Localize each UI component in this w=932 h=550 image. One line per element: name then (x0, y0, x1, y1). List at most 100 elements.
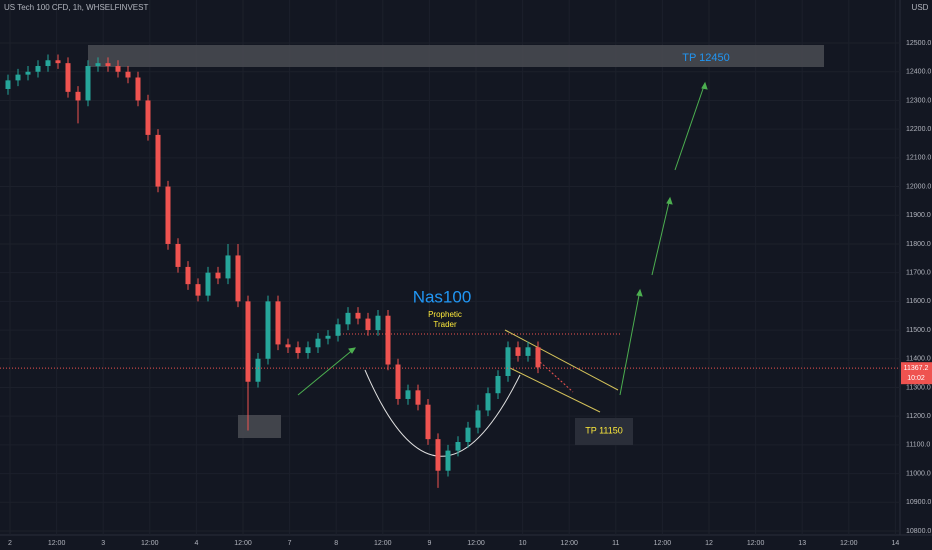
candle-body (425, 404, 431, 440)
candle-body (245, 301, 251, 382)
candle-body (485, 393, 491, 411)
annotation: TP 12450 (682, 52, 730, 64)
y-tick-label: 11400.0 (906, 356, 931, 363)
grid (0, 0, 900, 535)
candle-body (505, 347, 511, 376)
candle-body (365, 318, 371, 331)
candle-body (375, 315, 381, 331)
candle-body (475, 410, 481, 428)
candle-body (325, 335, 331, 339)
x-tick-label: 12:00 (141, 540, 159, 547)
candle-body (535, 347, 541, 368)
y-tick-label: 11300.0 (906, 384, 931, 391)
candle-body (215, 272, 221, 279)
x-tick-label: 2 (8, 540, 12, 547)
zone-box (88, 45, 824, 67)
x-tick-label: 4 (194, 540, 198, 547)
x-tick-label: 7 (288, 540, 292, 547)
y-tick-label: 12100.0 (906, 155, 931, 162)
y-tick-label: 10900.0 (906, 499, 931, 506)
x-tick-label: 14 (892, 540, 900, 547)
candle-body (165, 186, 171, 244)
y-tick-label: 11600.0 (906, 298, 931, 305)
candle-body (455, 442, 461, 451)
candle-body (415, 390, 421, 405)
x-tick-label: 3 (101, 540, 105, 547)
price-label: 11367.2 (904, 365, 929, 372)
candle-body (95, 63, 101, 67)
arrows (297, 81, 708, 396)
candle-body (55, 60, 61, 64)
candle-body (85, 66, 91, 101)
y-tick-label: 11800.0 (906, 241, 931, 248)
y-tick-label: 12400.0 (906, 69, 931, 76)
y-tick-label: 11700.0 (906, 270, 931, 277)
candle-body (515, 347, 521, 356)
x-tick-label: 12:00 (840, 540, 858, 547)
price-tag (901, 362, 932, 385)
candle-body (405, 390, 411, 399)
annotation: Nas100 (413, 287, 472, 306)
x-tick-label: 12:00 (654, 540, 672, 547)
candle-body (185, 266, 191, 285)
x-tick-label: 13 (798, 540, 806, 547)
candle-body (345, 312, 351, 325)
x-tick-label: 9 (427, 540, 431, 547)
y-tick-label: 11200.0 (906, 413, 931, 420)
candle-body (255, 358, 261, 382)
candle-body (65, 63, 71, 92)
candle-body (135, 77, 141, 101)
x-tick-label: 10 (519, 540, 527, 547)
x-tick-label: 12:00 (747, 540, 765, 547)
candle-body (525, 347, 531, 356)
y-tick-label: 11100.0 (906, 442, 930, 449)
candles (5, 54, 541, 488)
candle-body (495, 375, 501, 394)
candle-body (75, 91, 81, 101)
countdown: 10:02 (907, 375, 925, 382)
candle-body (115, 66, 121, 72)
candle-body (15, 74, 21, 81)
y-tick-label: 10800.0 (906, 528, 931, 535)
candle-body (105, 63, 111, 67)
y-tick-label: 11900.0 (906, 212, 931, 219)
candle-body (35, 66, 41, 72)
candle-body (195, 284, 201, 296)
x-tick-label: 11 (612, 540, 619, 547)
candle-body (25, 71, 31, 75)
candle-body (155, 134, 161, 187)
y-tick-label: 11500.0 (906, 327, 931, 334)
x-tick-label: 12 (705, 540, 713, 547)
candle-body (125, 71, 131, 78)
candle-body (145, 100, 151, 135)
candle-body (5, 80, 11, 89)
currency: USD (912, 3, 929, 12)
x-tick-label: 8 (334, 540, 338, 547)
candle-body (45, 60, 51, 67)
chart-title: US Tech 100 CFD, 1h, WHSELFINVEST (4, 3, 148, 12)
candle-body (265, 301, 271, 359)
candle-body (275, 301, 281, 345)
y-tick-label: 12300.0 (906, 97, 931, 104)
y-tick-label: 12500.0 (906, 40, 931, 47)
candle-body (225, 255, 231, 279)
candle-body (315, 338, 321, 348)
y-tick-label: 12200.0 (906, 126, 931, 133)
candle-body (445, 450, 451, 471)
candle-body (175, 243, 181, 267)
candle-body (395, 364, 401, 399)
candle-body (295, 347, 301, 354)
x-tick-label: 12:00 (234, 540, 252, 547)
channel-line (504, 329, 619, 391)
y-tick-label: 12000.0 (906, 183, 931, 190)
candle-body (465, 427, 471, 443)
x-tick-label: 12:00 (48, 540, 66, 547)
zone-box (238, 415, 281, 438)
y-tick-label: 11000.0 (906, 470, 931, 477)
candle-body (235, 255, 241, 302)
x-tick-label: 12:00 (560, 540, 578, 547)
candle-body (285, 344, 291, 348)
candle-body (435, 439, 441, 471)
tp-box (575, 418, 633, 445)
